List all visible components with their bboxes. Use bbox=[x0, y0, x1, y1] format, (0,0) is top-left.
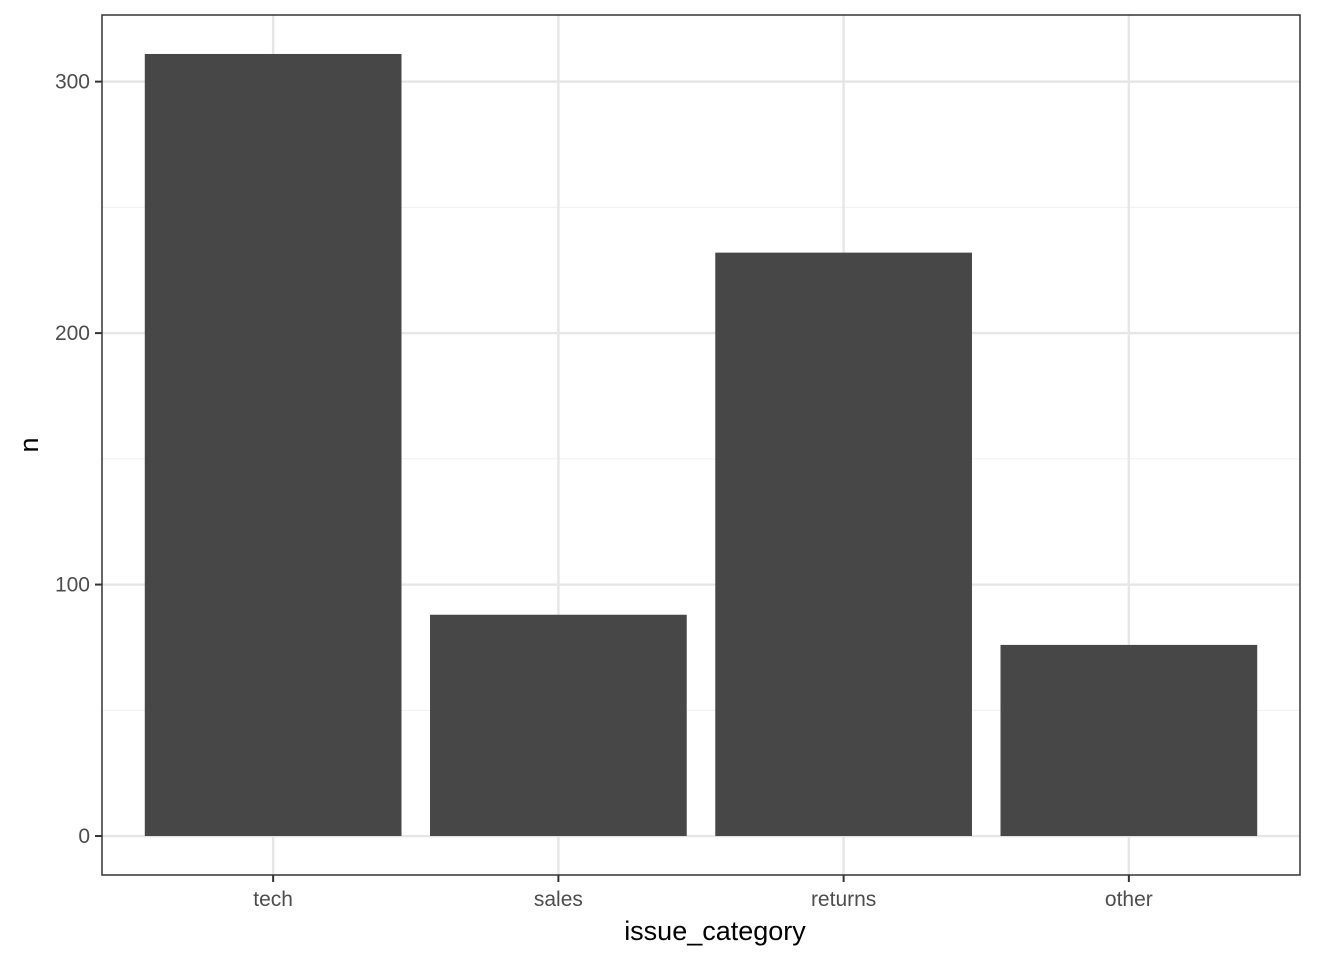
y-tick-label-3: 300 bbox=[55, 71, 90, 94]
y-tick-label-0: 0 bbox=[78, 825, 90, 848]
x-tick-label-sales: sales bbox=[534, 888, 583, 911]
bar-tech bbox=[144, 53, 402, 837]
y-axis-ticks: 0 100 200 300 bbox=[55, 71, 102, 848]
panel-border bbox=[101, 14, 1301, 876]
bars bbox=[144, 53, 1258, 837]
y-tick-label-2: 200 bbox=[55, 322, 90, 345]
bar-returns bbox=[715, 252, 972, 837]
x-axis-ticks: tech sales returns other bbox=[253, 875, 1153, 911]
bar-other bbox=[1000, 644, 1258, 837]
bar-sales bbox=[430, 614, 687, 837]
y-axis-title: n bbox=[14, 437, 44, 452]
x-tick-label-other: other bbox=[1105, 888, 1153, 911]
x-axis-title: issue_category bbox=[624, 916, 806, 946]
x-tick-label-returns: returns bbox=[811, 888, 876, 911]
x-tick-label-tech: tech bbox=[253, 888, 293, 911]
y-tick-label-1: 100 bbox=[55, 574, 90, 597]
